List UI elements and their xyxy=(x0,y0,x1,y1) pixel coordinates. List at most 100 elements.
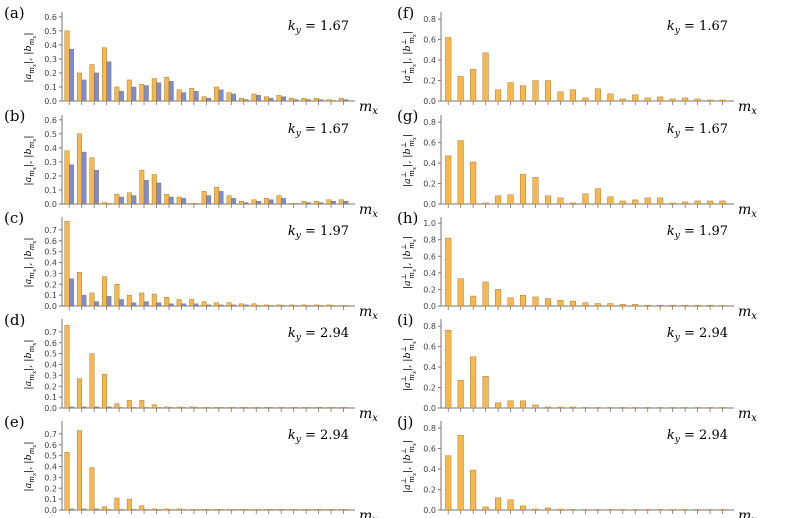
bar-b xyxy=(81,294,87,307)
y-tick-label: 0.3 xyxy=(44,473,57,482)
bar-b xyxy=(280,198,286,205)
bar-a-perp xyxy=(719,200,726,205)
bar-a xyxy=(301,509,307,511)
bar-a xyxy=(338,509,344,511)
bar-a-perp xyxy=(719,407,726,409)
bar-b xyxy=(168,509,174,511)
bar-a xyxy=(214,302,220,307)
bar-b xyxy=(206,509,212,511)
bar-a xyxy=(126,192,132,205)
bar-a-perp xyxy=(457,76,464,102)
bar-a xyxy=(64,150,70,205)
bar-a-perp xyxy=(657,96,664,102)
bar-a-perp xyxy=(669,202,676,205)
bar-a xyxy=(176,89,182,102)
bar-a xyxy=(64,220,70,307)
bar-a xyxy=(189,406,195,409)
bar-b xyxy=(218,407,224,409)
x-axis-label: mx xyxy=(359,406,378,424)
bar-b xyxy=(305,305,311,307)
bar-a-perp xyxy=(694,200,701,205)
bar-b xyxy=(118,509,124,511)
y-tick-label: 0.7 xyxy=(44,226,57,235)
bar-b xyxy=(280,407,286,409)
bar-a-perp xyxy=(445,37,452,102)
bar-a-perp xyxy=(445,330,452,409)
bar-a-perp xyxy=(544,80,551,102)
y-tick-label: 0.0 xyxy=(44,97,57,106)
bar-a-perp xyxy=(694,304,701,307)
bar-a xyxy=(326,304,332,307)
y-tick-label: 0.2 xyxy=(423,285,436,294)
bar-a-perp xyxy=(495,195,502,205)
bar-a xyxy=(176,406,182,409)
bar-a xyxy=(264,407,269,409)
bar-b xyxy=(268,97,274,102)
bar-a xyxy=(239,303,244,307)
y-tick-label: 0.1 xyxy=(44,291,57,300)
bar-a xyxy=(301,407,307,409)
bar-a xyxy=(77,72,82,102)
ky-annotation: ky = 1.67 xyxy=(288,122,349,139)
bar-b xyxy=(118,299,124,307)
bar-a-perp xyxy=(619,509,626,511)
ky-annotation: ky = 1.97 xyxy=(667,224,728,241)
bar-a-perp xyxy=(607,509,614,511)
bar-a xyxy=(176,508,182,511)
y-tick-label: 0.0 xyxy=(423,404,436,413)
bar-b xyxy=(231,198,237,205)
panel-label: (i) xyxy=(397,311,414,329)
bar-b xyxy=(106,61,112,102)
ky-annotation: ky = 2.94 xyxy=(667,326,728,343)
y-axis-label: |amx|, |bmx| xyxy=(23,441,38,491)
bar-b xyxy=(156,407,162,409)
bar-b xyxy=(131,86,137,102)
bar-a xyxy=(239,407,244,409)
bar-b xyxy=(106,203,112,205)
bar-a-perp xyxy=(619,304,626,307)
bar-a-perp xyxy=(544,298,551,307)
bar-b xyxy=(193,509,199,511)
bar-b xyxy=(218,191,224,205)
bar-a xyxy=(77,378,82,409)
bar-a-perp xyxy=(557,508,564,511)
bar-b xyxy=(330,200,336,205)
bar-a-perp xyxy=(457,380,464,409)
bar-b xyxy=(106,406,112,409)
y-tick-label: 0.6 xyxy=(423,252,436,261)
bar-b xyxy=(181,198,187,205)
bar-a xyxy=(114,86,120,102)
bar-a xyxy=(338,407,344,409)
bar-b xyxy=(206,407,212,409)
bar-b xyxy=(143,85,149,102)
bar-a-perp xyxy=(520,400,527,409)
bar-a-perp xyxy=(594,188,601,205)
x-axis-label: mx xyxy=(359,202,378,220)
chart-panel: (a) 0.0 0.1 0.2 0.3 0.4 0.5 0.6 |amx|, |bmx| mx ky… xyxy=(4,4,378,117)
y-tick-label: 0.4 xyxy=(44,463,57,472)
y-tick-label: 0.4 xyxy=(44,144,57,153)
y-axis-label: |a⊥mx|, |b⊥mx| xyxy=(400,134,418,187)
bar-a xyxy=(201,301,207,307)
bar-a xyxy=(126,294,132,307)
bar-a xyxy=(189,509,195,511)
bar-a-perp xyxy=(707,99,714,102)
bar-b xyxy=(293,305,299,307)
bar-a-perp xyxy=(594,303,601,307)
bar-a-perp xyxy=(644,197,651,205)
x-axis-label: mx xyxy=(359,508,378,518)
bar-a xyxy=(89,353,95,409)
bar-b xyxy=(318,305,324,307)
bar-a-perp xyxy=(495,497,502,511)
bar-b xyxy=(280,96,286,102)
bar-a xyxy=(276,407,282,409)
y-tick-label: 0.0 xyxy=(44,404,57,413)
bar-a-perp xyxy=(707,509,714,511)
bar-a-perp xyxy=(520,174,527,205)
panel-label: (e) xyxy=(4,413,25,431)
y-tick-label: 0.1 xyxy=(44,186,57,195)
bar-a-perp xyxy=(707,304,714,307)
bar-a xyxy=(288,203,294,205)
y-tick-label: 0.0 xyxy=(44,506,57,515)
bar-a xyxy=(264,198,269,205)
